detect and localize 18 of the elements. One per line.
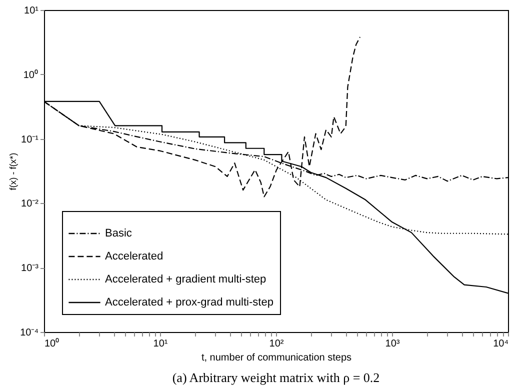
x-tick-label: 10⁴ — [493, 338, 508, 350]
x-tick-label: 10¹ — [153, 338, 168, 350]
y-tick-label: 10⁻² — [21, 198, 40, 210]
x-tick-label: 10³ — [385, 338, 400, 350]
legend-label: Accelerated + gradient multi-step — [105, 274, 266, 286]
x-tick-label: 10⁰ — [44, 338, 60, 350]
y-tick-label: 10⁻⁴ — [20, 328, 38, 338]
y-tick-label: 10⁻¹ — [21, 134, 40, 146]
text: (a) Arbitrary weight matrix with ρ = 0.2 — [172, 370, 380, 385]
legend-label: Accelerated — [105, 250, 164, 262]
legend-label: Basic — [105, 228, 132, 240]
x-axis-title: t, number of communication steps — [201, 352, 352, 364]
y-tick-label: 10¹ — [24, 6, 40, 16]
x-tick-label: 10² — [269, 338, 284, 350]
legend-label: Accelerated + prox-grad multi-step — [105, 296, 274, 308]
y-axis-title: f(x) - f(x*) — [8, 152, 18, 190]
y-tick-label: 10⁰ — [23, 68, 38, 81]
y-tick-label: 10⁻³ — [21, 263, 40, 274]
